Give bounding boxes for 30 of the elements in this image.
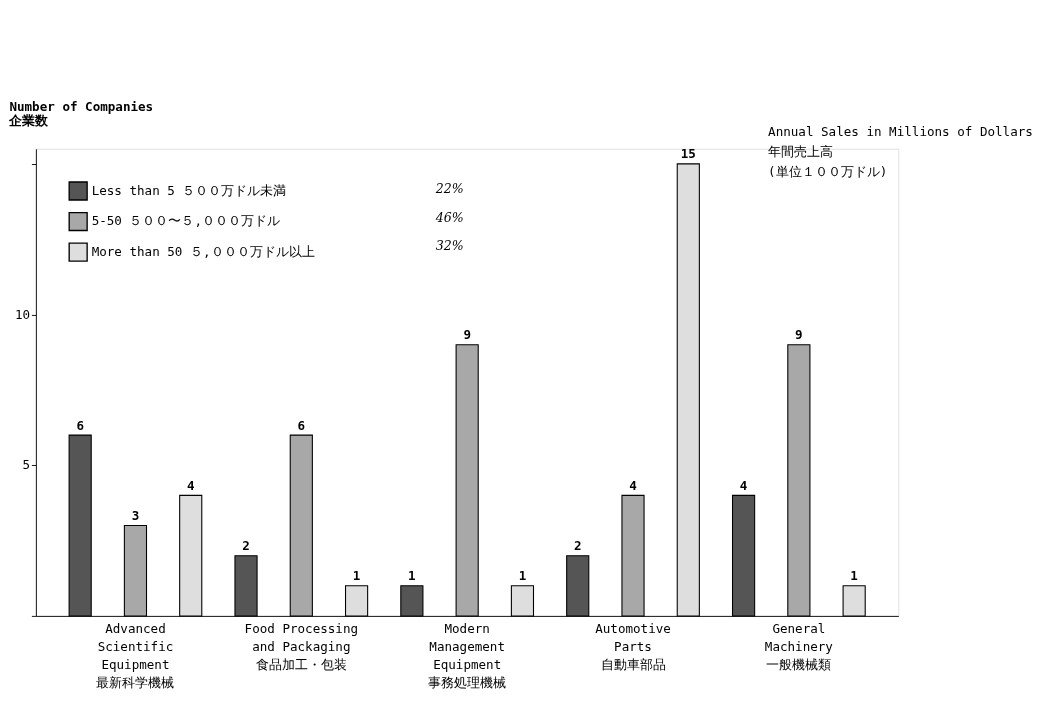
x-tick-label: General Machinery 一般機械類 [764, 621, 834, 673]
annotation: 32% [435, 238, 464, 254]
x-tick-label: Modern Management Equipment 事務処理機械 [428, 621, 507, 691]
data-label: 1 [408, 568, 416, 584]
data-label: 2 [242, 538, 250, 554]
legend-label: Less than 5 ５００万ドル未満 [91, 182, 287, 198]
annotation: 46% [434, 209, 464, 225]
data-label: 4 [186, 478, 195, 494]
legend-label: 5-50 ５００〜５,０００万ドル [91, 213, 281, 229]
data-label: 6 [76, 417, 84, 433]
legend-title: Annual Sales in Millions of Dollars 年間売上高 (単位１００万ドル) [768, 124, 1033, 179]
data-label: 1 [518, 568, 527, 584]
data-label: 6 [297, 417, 306, 433]
data-label: 9 [463, 327, 471, 343]
data-label: 4 [739, 478, 748, 494]
x-tick-label: Advanced Scientific Equipment 最新科学機械 [96, 621, 175, 691]
data-label: 2 [573, 538, 582, 554]
annotation: 22% [434, 180, 464, 196]
y-tick-label: 10 [14, 306, 31, 322]
y-axis-title: Number of Companies 企業数 [8, 98, 154, 128]
data-label: 1 [850, 568, 858, 584]
data-label: 15 [680, 146, 696, 162]
y-tick-label: 5 [22, 457, 31, 473]
data-label: 1 [352, 568, 361, 584]
data-label: 4 [629, 478, 637, 494]
data-label: 3 [131, 508, 140, 524]
data-label: 9 [795, 327, 803, 343]
x-tick-label: Automotive Parts 自動車部品 [595, 621, 671, 673]
legend-label: More than 50 ５,０００万ドル以上 [91, 243, 315, 259]
x-tick-label: Food Processing and Packaging 食品加工・包装 [244, 621, 359, 673]
